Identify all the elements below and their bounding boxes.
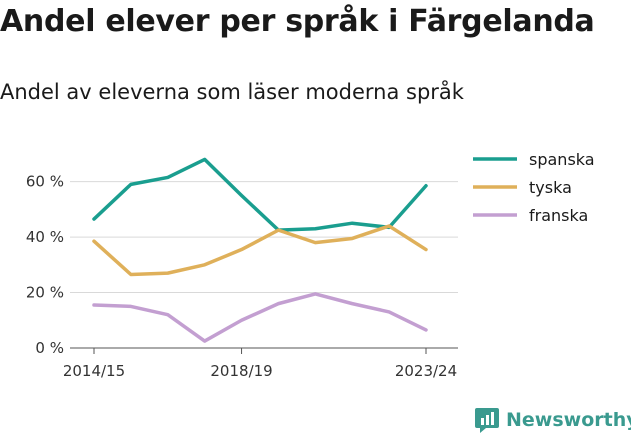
series-line-tyska	[92, 224, 428, 277]
series-line-franska	[92, 292, 428, 343]
y-tick-label: 20 %	[26, 284, 64, 302]
gridlines	[70, 181, 458, 349]
y-tick-label: 60 %	[26, 173, 64, 191]
legend: spanska tyska franska	[473, 150, 595, 225]
legend-label-franska: franska	[529, 206, 588, 225]
brand-logo: Newsworthy	[474, 406, 631, 434]
x-tick-label: 2023/24	[395, 362, 457, 380]
x-tick-label: 2018/19	[210, 362, 272, 380]
axes: 0 % 20 % 40 % 60 % 2014/15 2018/19 2023/24	[26, 173, 457, 380]
x-tick-label: 2014/15	[63, 362, 125, 380]
chart-subtitle: Andel av eleverna som läser moderna språ…	[0, 80, 464, 104]
series-lines	[92, 157, 428, 343]
chart-title: Andel elever per språk i Färgelanda	[0, 4, 595, 39]
legend-label-spanska: spanska	[529, 150, 595, 169]
brand-name: Newsworthy	[506, 409, 631, 431]
y-tick-label: 40 %	[26, 228, 64, 246]
legend-label-tyska: tyska	[529, 178, 572, 197]
series-line-spanska	[92, 157, 428, 232]
y-tick-label: 0 %	[35, 339, 64, 357]
newsworthy-logo-icon	[475, 408, 499, 433]
